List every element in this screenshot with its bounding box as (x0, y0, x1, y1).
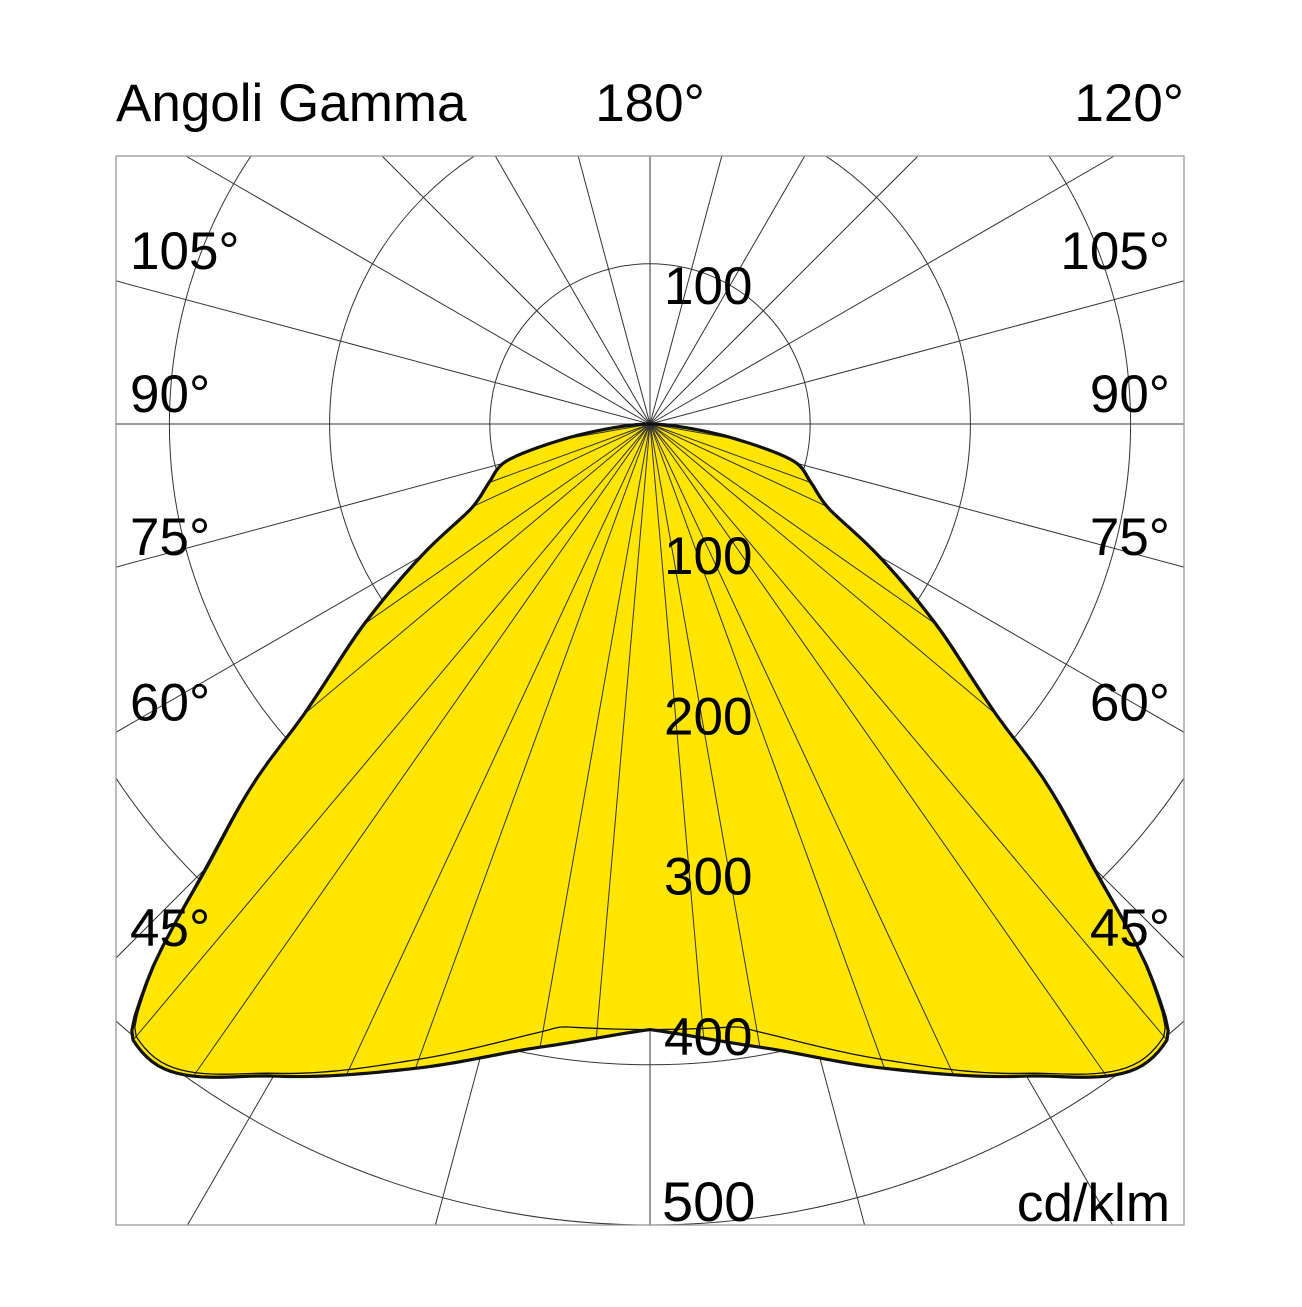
svg-text:75°: 75° (130, 508, 210, 567)
svg-text:60°: 60° (130, 673, 210, 732)
svg-text:45°: 45° (1090, 899, 1170, 958)
svg-text:90°: 90° (130, 365, 210, 424)
svg-text:120°: 120° (1074, 74, 1184, 133)
svg-text:Angoli Gamma: Angoli Gamma (116, 74, 467, 133)
svg-text:45°: 45° (130, 899, 210, 958)
svg-text:500: 500 (662, 1170, 755, 1233)
svg-text:200: 200 (664, 687, 752, 746)
svg-text:60°: 60° (1090, 673, 1170, 732)
svg-text:180°: 180° (595, 74, 705, 133)
svg-text:90°: 90° (1090, 365, 1170, 424)
svg-text:cd/klm: cd/klm (1017, 1174, 1170, 1233)
svg-text:100: 100 (664, 527, 752, 586)
svg-text:300: 300 (664, 848, 752, 907)
svg-text:400: 400 (664, 1008, 752, 1067)
svg-text:105°: 105° (1060, 222, 1170, 281)
svg-text:75°: 75° (1090, 508, 1170, 567)
svg-text:100: 100 (664, 257, 752, 316)
svg-text:105°: 105° (130, 222, 240, 281)
